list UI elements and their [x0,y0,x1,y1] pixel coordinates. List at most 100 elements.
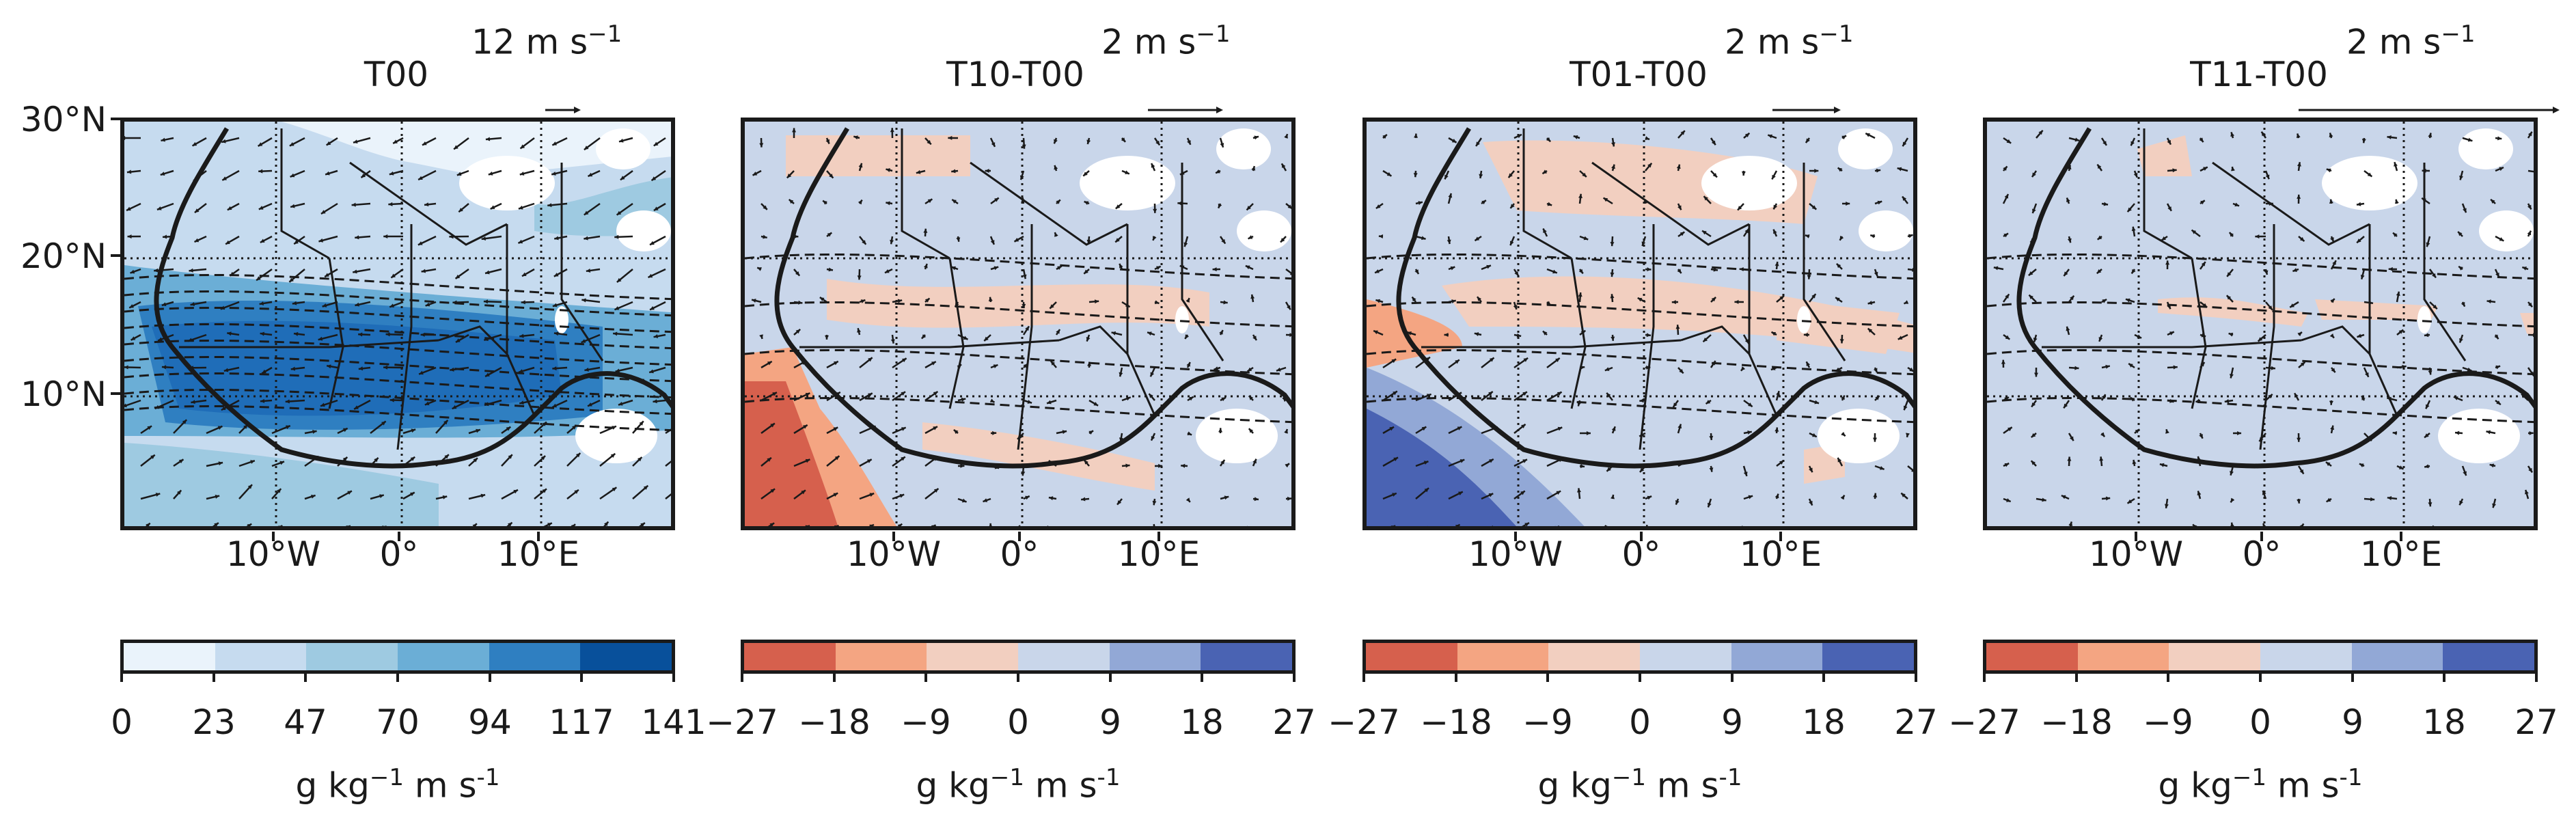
wind-vector-head [2394,199,2399,204]
wind-vector-head [124,403,127,408]
wind-vector-head [221,406,226,411]
colorbar-segment [306,643,398,670]
colorbar-tick-label: 9 [1721,702,1743,742]
wind-vector-head [2424,464,2429,469]
wind-vector-head [1814,400,1820,405]
wind-vector-head [584,146,589,150]
wind-vector-head [193,176,198,181]
wind-vector-head [1837,167,1843,172]
wind-vector-head [1846,201,1850,206]
colorbar-tick [1455,674,1457,682]
wind-vector-head [2197,491,2202,495]
wind-vector-head [1908,234,1913,238]
unit-exp: -1 [2339,764,2363,791]
wind-vector-head [2131,269,2136,274]
wind-vector-head [1457,426,1462,430]
wind-vector-head [1287,305,1291,310]
wind-vector-head [1220,143,1224,148]
wind-vector-head [2458,266,2463,271]
wind-vector-head [1126,396,1131,401]
wind-vector-head [1186,497,1190,502]
wind-vector-head [1867,328,1873,333]
wind-vector-head [1604,525,1608,526]
wind-vector-head [289,142,294,146]
wind-vector-head [322,303,327,307]
wind-vector-head [1451,299,1456,303]
wind-vector-head [1583,236,1589,241]
wind-vector-head [1391,359,1397,364]
wind-vector-head [1119,263,1123,269]
contour-line [1987,301,2534,328]
wind-vector-head [1578,526,1582,530]
wind-vector-head [1639,398,1644,403]
colorbar-segment [1366,643,1457,670]
colorbar-tick-label: 70 [376,702,420,742]
wind-vector-head [1836,263,1841,269]
wind-vector-head [989,523,992,526]
wind-vector-head [1421,236,1426,241]
wind-vector-head [886,201,890,206]
wind-vector-head [763,234,767,239]
wind-vector-head [286,425,290,430]
wind-vector-head [1811,294,1816,299]
wind-vector-head [2127,207,2132,213]
wind-vector-head [1179,265,1185,270]
wind-vector-head [1841,431,1846,437]
wind-vector-head [540,456,546,461]
wind-vector-head [389,398,394,402]
wind-vector-head [1254,497,1259,502]
colorbar-tick-label: −9 [1522,702,1573,742]
wind-vector-head [2330,425,2335,430]
map-panel-2: 10°W 0° 10°E −27 −18 −9 0 9 18 27 g kg−1 m s-1 [706,0,1316,835]
map-panel-3: 10°W 0° 10°E −27 −18 −9 0 9 18 27 g kg−1 m s-1 [1328,0,1938,835]
wind-vector-head [484,402,489,407]
wind-vector-head [2038,130,2043,135]
wind-vector-head [2330,237,2334,242]
wind-vector-head [1412,297,1416,302]
wind-vector-head [420,332,425,337]
wind-vector-head [194,208,200,213]
wind-vector-head [2001,359,2005,364]
wind-vector-head [994,465,1000,469]
wind-vector-head [1250,294,1255,299]
wind-vector-head [1477,297,1482,301]
wind-vector-head [1117,500,1122,505]
wind-vector-head [819,297,825,301]
wind-vector-head [450,367,454,372]
unit-exp: -1 [476,764,500,791]
wind-vector-head [2495,365,2501,370]
wind-vector-head [1639,433,1644,437]
vector-scale-exp: −1 [2441,20,2476,48]
wind-vector-head [834,456,840,461]
wind-vector-head [1177,201,1182,206]
country-border [328,258,344,409]
wind-vector-head [1702,230,1707,235]
vector-scale-value: 2 m s [1101,22,1196,62]
country-border [1058,325,1129,355]
colorbar-segment [398,643,489,670]
wind-vector-head [294,240,299,245]
colorbar-tick [396,674,399,682]
y-label-10n: 10°N [20,374,107,414]
wind-vector-head [933,488,939,493]
wind-vector-head [519,333,524,338]
contour-line [124,339,671,366]
wind-vector-head [358,366,364,371]
x-axis-label: 10°E [497,534,580,574]
wind-vector-head [1252,458,1257,464]
wind-vector-head [1050,304,1054,309]
wind-vector-head [155,493,161,497]
wind-vector-head [126,169,132,174]
wind-vector-head [770,489,776,493]
colorbar-tick-label: 27 [2515,702,2558,742]
wind-vector-head [2459,175,2463,180]
colorbar [741,640,1296,674]
wind-vector-head [1906,433,1910,437]
colorbar-tick-label: 0 [1629,702,1651,742]
wind-vector-head [178,459,184,464]
wind-vector-head [923,228,928,233]
wind-vector-head [1423,461,1429,465]
wind-vector-head [1578,193,1582,199]
masked-area [2479,210,2534,251]
wind-vector-head [1576,488,1581,493]
